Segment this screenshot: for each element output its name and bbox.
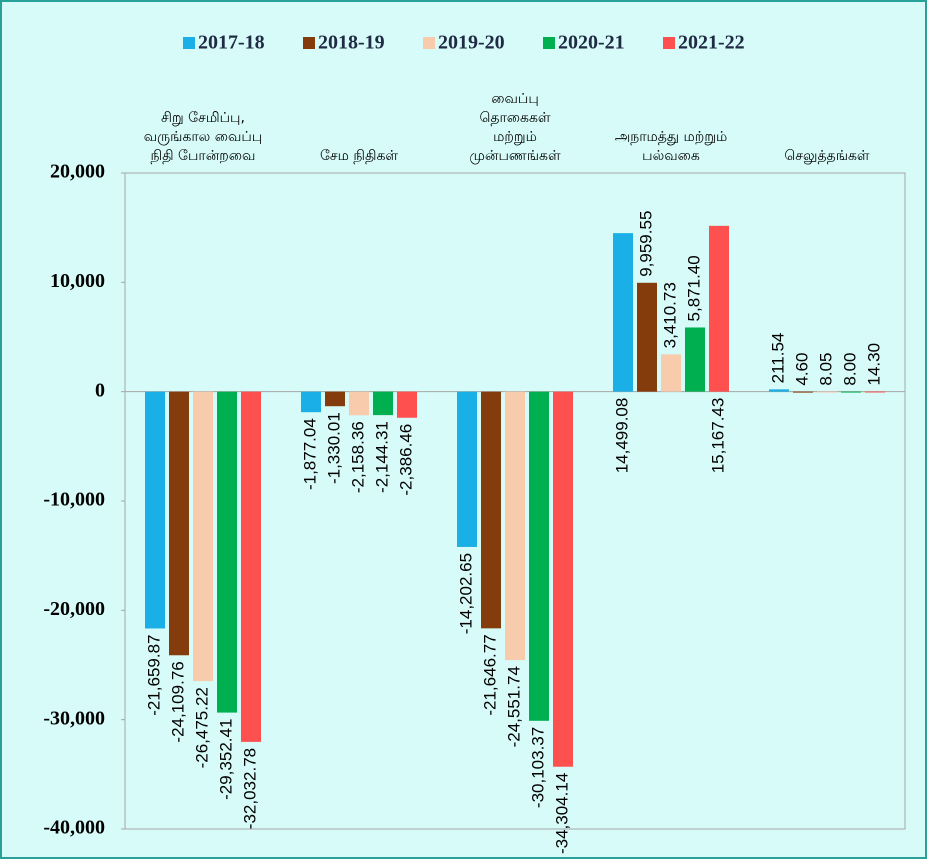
value-label: 4.60 (792, 353, 811, 386)
bar (325, 391, 345, 407)
legend-swatch (423, 37, 435, 49)
bar (217, 391, 237, 713)
value-label: -24,109.76 (168, 661, 187, 742)
value-label: -1,877.04 (300, 418, 319, 490)
bar (457, 391, 477, 547)
legend-label: 2018-19 (318, 32, 385, 54)
bar (637, 282, 657, 392)
value-label: 211.54 (768, 333, 787, 384)
value-label: -2,144.31 (372, 421, 391, 493)
bar (397, 391, 417, 418)
value-label: -21,659.87 (144, 634, 163, 715)
bar (865, 391, 885, 393)
value-label: 14,499.08 (612, 398, 631, 474)
value-label: 9,959.55 (636, 211, 655, 277)
y-tick-label: -30,000 (43, 707, 105, 729)
bar (841, 391, 861, 393)
value-label: -26,475.22 (192, 687, 211, 768)
value-label: 8.05 (816, 352, 835, 385)
legend-label: 2020-21 (558, 32, 625, 54)
value-label: -30,103.37 (528, 727, 547, 808)
bar (709, 225, 729, 392)
bar (793, 391, 813, 393)
category-label: சிறு சேமிப்பு, (161, 110, 245, 126)
y-tick-label: 0 (95, 379, 105, 401)
legend-swatch (663, 37, 675, 49)
bar (193, 391, 213, 682)
value-label: 14.30 (864, 343, 883, 386)
bar (349, 391, 369, 416)
bar (169, 391, 189, 656)
value-label: -32,032.78 (240, 748, 259, 829)
value-label: 8.00 (840, 352, 859, 385)
legend-swatch (183, 37, 195, 49)
category-label: தொகைகள் (479, 110, 550, 126)
value-label: 3,410.73 (660, 282, 679, 348)
y-tick-label: -20,000 (43, 598, 105, 620)
value-label: -1,330.01 (324, 412, 343, 484)
category-label: நிதி போன்றவை (151, 148, 256, 164)
bar (241, 391, 261, 742)
legend-swatch (543, 37, 555, 49)
value-label: -29,352.41 (216, 719, 235, 800)
bar (613, 233, 633, 392)
bar (373, 391, 393, 416)
value-label: -21,646.77 (480, 634, 499, 715)
legend-swatch (303, 37, 315, 49)
value-label: 15,167.43 (708, 398, 727, 474)
category-label: வைப்பு (491, 91, 538, 107)
bar (685, 327, 705, 392)
value-label: -34,304.14 (552, 773, 571, 854)
category-label: முன்பணங்கள் (469, 148, 561, 164)
value-label: -14,202.65 (456, 553, 475, 634)
bar (145, 391, 165, 629)
bar (529, 391, 549, 721)
bar (817, 391, 837, 393)
y-tick-label: -40,000 (43, 817, 105, 839)
category-label: மற்றும் (493, 129, 537, 145)
category-label: அநாமத்து மற்றும் (615, 129, 728, 145)
y-tick-label: 10,000 (50, 270, 105, 292)
legend-label: 2019-20 (438, 32, 505, 54)
value-label: -2,158.36 (348, 421, 367, 493)
bar (769, 389, 789, 392)
category-label: பல்வகை (642, 148, 700, 164)
bar (301, 391, 321, 413)
y-tick-label: 20,000 (50, 161, 105, 183)
bar (481, 391, 501, 629)
bar (661, 354, 681, 392)
bar (505, 391, 525, 661)
category-label: செலுத்தங்கள் (784, 148, 870, 164)
value-label: 5,871.40 (684, 255, 703, 321)
value-label: -24,551.74 (504, 666, 523, 747)
category-label: வருங்கால வைப்பு (144, 129, 262, 145)
legend-label: 2021-22 (678, 32, 745, 54)
y-tick-label: -10,000 (43, 489, 105, 511)
legend-label: 2017-18 (198, 32, 265, 54)
value-label: -2,386.46 (396, 424, 415, 496)
bar (553, 391, 573, 767)
category-label: சேம நிதிகள் (320, 148, 398, 164)
